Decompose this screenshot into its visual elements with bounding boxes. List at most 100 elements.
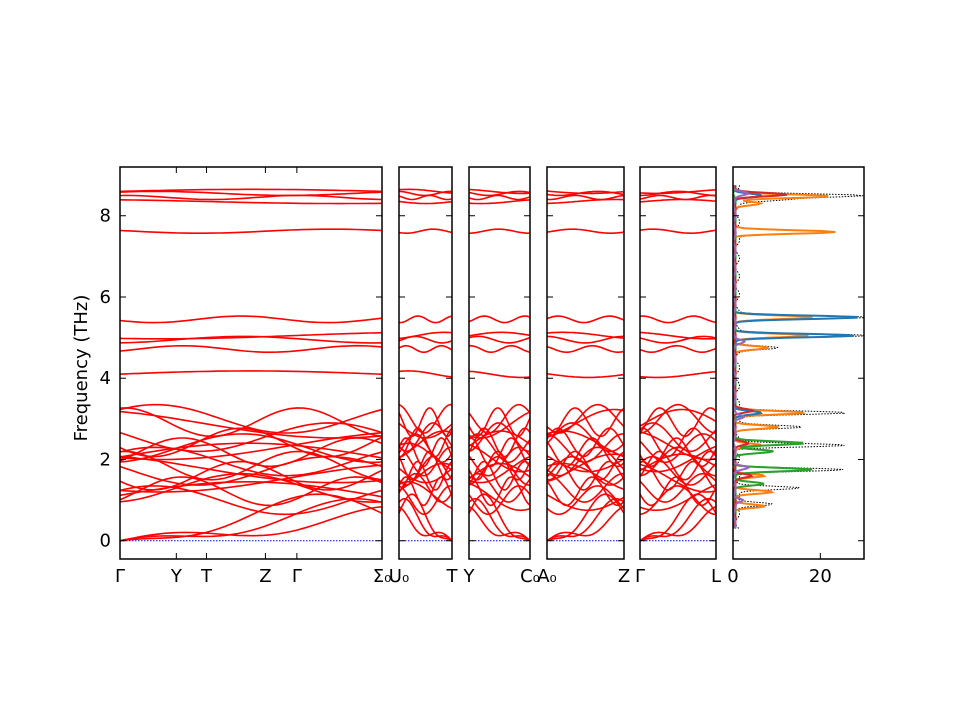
band-line — [640, 190, 716, 197]
band-line — [640, 344, 716, 353]
band-line — [399, 335, 452, 344]
band-line — [469, 315, 530, 324]
band-line — [547, 494, 624, 512]
band-line — [120, 407, 382, 438]
band-line — [547, 331, 624, 339]
band-line — [547, 335, 624, 344]
y-axis-label-text: Frequency (THz) — [71, 295, 92, 442]
band-line — [547, 373, 624, 379]
dos-x-tick-label: 0 — [727, 566, 738, 587]
band-line — [469, 455, 530, 484]
band-line — [469, 188, 530, 195]
band-line — [640, 437, 716, 468]
band-line — [640, 198, 716, 203]
band-line — [547, 453, 624, 483]
x-tick-label: U₀ — [389, 566, 409, 587]
band-line — [120, 228, 382, 234]
band-line — [469, 344, 530, 353]
x-tick-label: L — [711, 566, 721, 587]
band-line — [469, 370, 530, 379]
band-line — [399, 446, 452, 477]
x-tick-label: Γ — [115, 566, 125, 587]
dos-frame — [732, 166, 865, 560]
band-panel-3: Y C₀ — [463, 166, 540, 587]
band-line — [640, 403, 716, 434]
band-line — [547, 408, 624, 438]
acoustic-band-line — [547, 497, 624, 542]
panel-frame — [639, 166, 717, 560]
band-line — [469, 462, 530, 480]
band-line — [120, 422, 382, 453]
band-line — [399, 481, 452, 510]
band-line — [547, 427, 624, 458]
band-line — [469, 485, 530, 516]
band-line — [469, 190, 530, 197]
band-line — [640, 422, 716, 453]
band-line — [399, 228, 452, 234]
y-tick-label: 0 — [100, 531, 111, 552]
band-line — [547, 446, 624, 477]
band-line — [469, 194, 530, 201]
band-panel-2: U₀ T — [389, 166, 459, 587]
band-line — [640, 485, 716, 516]
acoustic-band-line — [469, 493, 530, 542]
x-tick-label: T — [446, 566, 459, 587]
band-line — [547, 194, 624, 201]
panel-frame — [546, 166, 625, 560]
acoustic-band-line — [547, 505, 624, 542]
band-line — [547, 433, 624, 464]
band-line — [399, 462, 452, 491]
acoustic-band-line — [640, 505, 716, 542]
band-line — [120, 190, 382, 197]
panel-frame — [398, 166, 453, 560]
band-line — [640, 315, 716, 324]
band-line — [547, 485, 624, 516]
band-line — [120, 370, 382, 375]
x-tick-label: Γ — [635, 566, 645, 587]
band-line — [640, 472, 716, 503]
band-line — [640, 455, 716, 486]
band-line — [399, 403, 452, 434]
panel-frame — [119, 166, 383, 560]
acoustic-band-line — [640, 497, 716, 542]
band-line — [469, 446, 530, 477]
band-line — [640, 370, 716, 379]
x-tick-label: Y — [463, 566, 476, 587]
band-line — [547, 228, 624, 234]
band-line — [547, 472, 624, 503]
band-line — [399, 200, 452, 205]
band-line — [547, 315, 624, 324]
band-line — [547, 198, 624, 205]
band-line — [640, 407, 716, 438]
x-tick-label: A₀ — [537, 566, 557, 587]
band-line — [469, 482, 530, 512]
band-line — [120, 315, 382, 324]
x-tick-label: T — [200, 566, 213, 587]
acoustic-band-line — [120, 493, 382, 542]
acoustic-band-line — [399, 497, 452, 542]
band-line — [399, 370, 452, 378]
acoustic-band-line — [640, 493, 716, 542]
band-line — [120, 335, 382, 344]
band-line — [399, 442, 452, 471]
dos-x-tick-label: 20 — [809, 566, 832, 587]
band-line — [120, 481, 382, 498]
band-line — [469, 430, 530, 447]
band-line — [547, 462, 624, 491]
y-tick-label: 8 — [100, 206, 111, 227]
band-line — [120, 194, 382, 201]
band-line — [399, 437, 452, 468]
band-lines — [547, 190, 624, 542]
acoustic-band-line — [399, 506, 452, 542]
y-tick-label: 2 — [100, 449, 111, 470]
band-line — [640, 189, 716, 195]
band-line — [640, 228, 716, 234]
band-line — [547, 345, 624, 353]
band-line — [120, 188, 382, 193]
band-line — [640, 463, 716, 493]
band-line — [547, 190, 624, 197]
band-line — [120, 344, 382, 353]
